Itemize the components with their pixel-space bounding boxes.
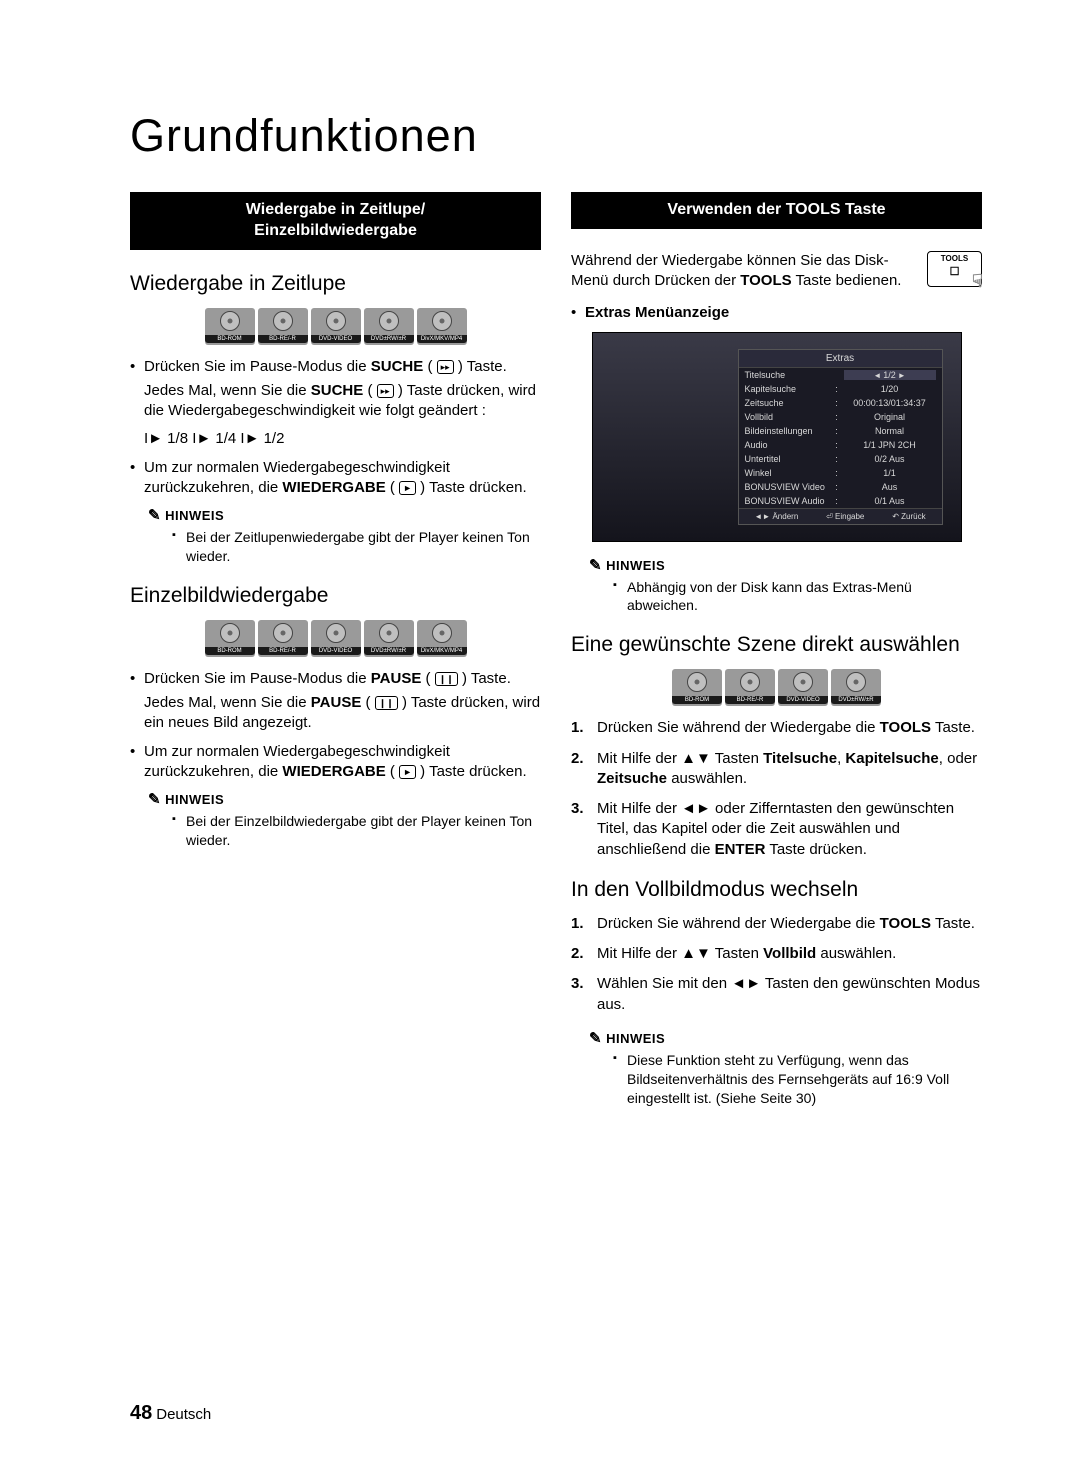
note-heading: ✎HINWEIS [589,556,982,574]
format-badge: BD-ROM [205,308,255,345]
play-icon: ► [399,765,416,779]
bullet: Um zur normalen Wiedergabegeschwindigkei… [130,742,541,783]
format-badge: BD-ROM [205,620,255,657]
bullet: Extras Menüanzeige [571,303,982,323]
speed-steps: I► 1/8 I► 1/4 I► 1/2 [144,429,541,449]
extras-row: Vollbild:Original [739,410,942,424]
bullet: Drücken Sie im Pause-Modus die SUCHE ( ▸… [130,357,541,450]
extras-row: Audio:1/1 JPN 2CH [739,438,942,452]
heading-szene: Eine gewünschte Szene direkt auswählen [571,633,982,657]
extras-row: Zeitsuche:00:00:13/01:34:37 [739,396,942,410]
section-bar-tools: Verwenden der TOOLS Taste [571,192,982,229]
note-heading: ✎HINWEIS [148,506,541,524]
step: Drücken Sie während der Wiedergabe die T… [571,914,982,934]
format-badge: BD-RE/-R [725,669,775,706]
format-badge: BD-RE/-R [258,620,308,657]
section-bar-slow: Wiedergabe in Zeitlupe/ Einzelbildwieder… [130,192,541,250]
search-icon: ▸▸ [437,360,454,374]
play-icon: ► [399,481,416,495]
extras-footer: ◄► Ändern⏎ Eingabe↶ Zurück [739,508,942,524]
bullet: Um zur normalen Wiedergabegeschwindigkei… [130,458,541,499]
extras-row: BONUSVIEW Audio:0/1 Aus [739,494,942,508]
step: Mit Hilfe der ▲▼ Tasten Vollbild auswähl… [571,944,982,964]
extras-title: Extras [739,350,942,368]
format-badge: DVD±RW/±R [364,308,414,345]
note-icon: ✎ [589,557,602,574]
page-number: 48Deutsch [130,1402,211,1425]
left-column: Wiedergabe in Zeitlupe/ Einzelbildwieder… [130,192,541,1126]
format-badge: BD-ROM [672,669,722,706]
format-badge: DVD-VIDEO [778,669,828,706]
note-icon: ✎ [589,1030,602,1047]
note-heading: ✎HINWEIS [148,790,541,808]
extras-row: BONUSVIEW Video:Aus [739,480,942,494]
note-item: Diese Funktion steht zu Verfügung, wenn … [613,1051,982,1108]
format-badge: DVD-VIDEO [311,308,361,345]
heading-zeitlupe: Wiedergabe in Zeitlupe [130,272,541,296]
note-item: Abhängig von der Disk kann das Extras-Me… [613,578,982,616]
step: Mit Hilfe der ▲▼ Tasten Titelsuche, Kapi… [571,749,982,790]
step: Drücken Sie während der Wiedergabe die T… [571,718,982,738]
step: Wählen Sie mit den ◄► Tasten den gewünsc… [571,974,982,1015]
extras-row: Titelsuche◄1/2► [739,368,942,382]
note-item: Bei der Zeitlupenwiedergabe gibt der Pla… [172,528,541,566]
badge-row-2: BD-ROMBD-RE/-RDVD-VIDEODVD±RW/±RDivX/MKV… [130,620,541,657]
bullet: Drücken Sie im Pause-Modus die PAUSE ( ❙… [130,669,541,734]
note-icon: ✎ [148,791,161,808]
tools-button-graphic: TOOLS☐ [927,251,982,287]
step: Mit Hilfe der ◄► oder Zifferntasten den … [571,799,982,860]
badge-row-3: BD-ROMBD-RE/-RDVD-VIDEODVD±RW/±R [571,669,982,706]
heading-vollbild: In den Vollbildmodus wechseln [571,878,982,902]
tools-paragraph: Während der Wiedergabe können Sie das Di… [571,251,982,292]
format-badge: DivX/MKV/MP4 [417,308,467,345]
format-badge: DVD±RW/±R [831,669,881,706]
right-column: Verwenden der TOOLS Taste TOOLS☐ Während… [571,192,982,1126]
extras-row: Kapitelsuche:1/20 [739,382,942,396]
format-badge: DVD-VIDEO [311,620,361,657]
badge-row-1: BD-ROMBD-RE/-RDVD-VIDEODVD±RW/±RDivX/MKV… [130,308,541,345]
note-heading: ✎HINWEIS [589,1029,982,1047]
format-badge: DivX/MKV/MP4 [417,620,467,657]
pause-icon: ❙❙ [435,672,458,686]
search-icon: ▸▸ [377,384,394,398]
note-item: Bei der Einzelbildwiedergabe gibt der Pl… [172,812,541,850]
format-badge: BD-RE/-R [258,308,308,345]
pause-icon: ❙❙ [375,696,398,710]
extras-row: Untertitel:0/2 Aus [739,452,942,466]
heading-einzel: Einzelbildwiedergabe [130,584,541,608]
note-icon: ✎ [148,507,161,524]
extras-row: Winkel:1/1 [739,466,942,480]
extras-screenshot: Extras Titelsuche◄1/2►Kapitelsuche:1/20Z… [592,332,962,542]
format-badge: DVD±RW/±R [364,620,414,657]
extras-row: Bildeinstellungen:Normal [739,424,942,438]
page-title: Grundfunktionen [130,110,982,162]
